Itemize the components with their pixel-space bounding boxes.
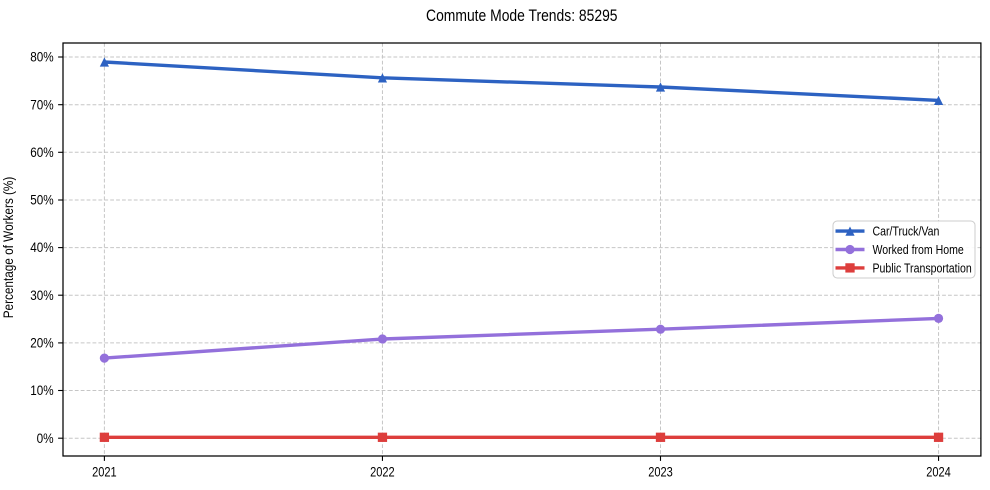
svg-text:70%: 70% [30, 97, 53, 112]
svg-text:Car/Truck/Van: Car/Truck/Van [873, 224, 940, 239]
svg-text:2023: 2023 [648, 464, 673, 479]
svg-text:0%: 0% [37, 431, 54, 446]
svg-text:Worked from Home: Worked from Home [873, 242, 964, 257]
svg-text:20%: 20% [30, 336, 53, 351]
svg-text:2024: 2024 [926, 464, 951, 479]
svg-text:Percentage of Workers (%): Percentage of Workers (%) [0, 177, 16, 319]
svg-text:30%: 30% [30, 288, 53, 303]
svg-text:80%: 80% [30, 50, 53, 65]
svg-text:2021: 2021 [92, 464, 117, 479]
svg-text:2022: 2022 [370, 464, 395, 479]
svg-text:40%: 40% [30, 240, 53, 255]
svg-text:Public Transportation: Public Transportation [873, 260, 972, 275]
svg-text:50%: 50% [30, 193, 53, 208]
svg-text:60%: 60% [30, 145, 53, 160]
svg-text:Commute Mode Trends: 85295: Commute Mode Trends: 85295 [426, 6, 618, 25]
svg-text:10%: 10% [30, 383, 53, 398]
